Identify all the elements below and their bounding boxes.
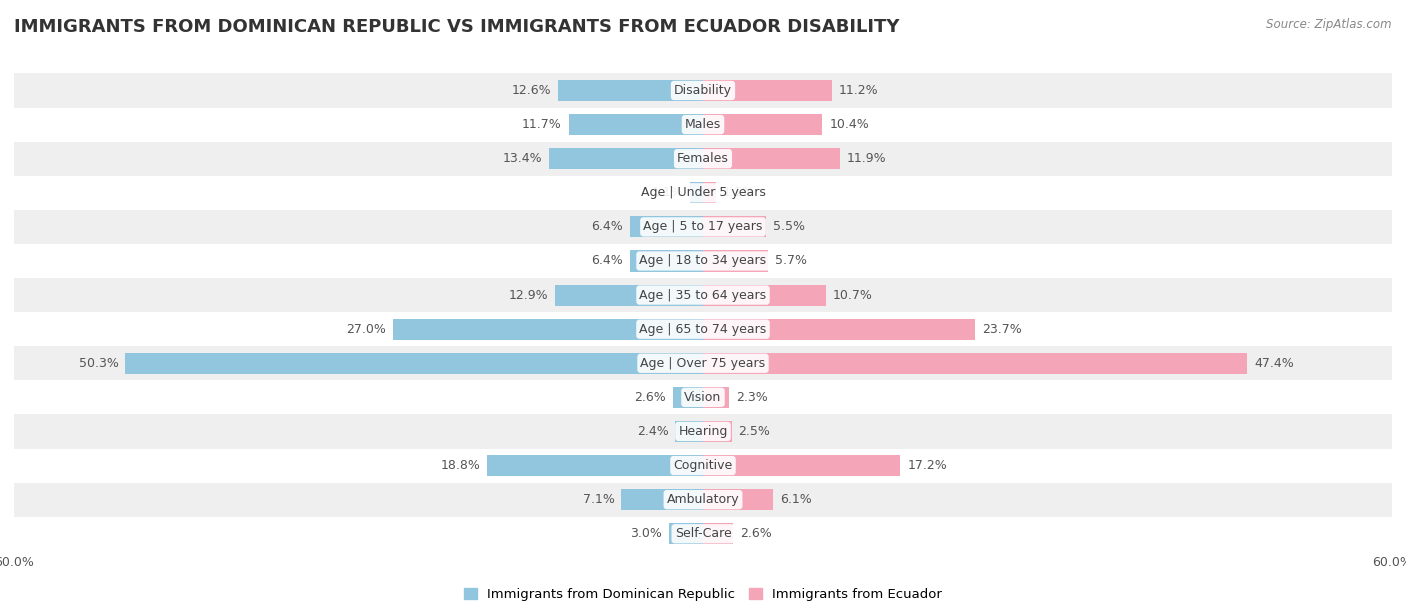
Bar [703,182,716,203]
Text: 18.8%: 18.8% [440,459,481,472]
Text: Self-Care: Self-Care [675,528,731,540]
Text: 13.4%: 13.4% [502,152,543,165]
Bar [568,114,703,135]
Text: 47.4%: 47.4% [1254,357,1294,370]
Bar [555,285,703,305]
Bar [558,80,703,101]
Text: 50.3%: 50.3% [79,357,118,370]
Bar [14,312,1392,346]
Text: Age | Over 75 years: Age | Over 75 years [641,357,765,370]
Text: 2.4%: 2.4% [637,425,669,438]
Text: 6.4%: 6.4% [591,220,623,233]
Bar [630,250,703,272]
Bar [703,319,976,340]
Bar [550,148,703,170]
Text: IMMIGRANTS FROM DOMINICAN REPUBLIC VS IMMIGRANTS FROM ECUADOR DISABILITY: IMMIGRANTS FROM DOMINICAN REPUBLIC VS IM… [14,18,900,36]
Bar [14,210,1392,244]
Text: 7.1%: 7.1% [582,493,614,506]
Bar [673,387,703,408]
Text: Age | 18 to 34 years: Age | 18 to 34 years [640,255,766,267]
Text: 11.9%: 11.9% [846,152,886,165]
Bar [14,141,1392,176]
Text: 10.7%: 10.7% [832,289,873,302]
Text: 11.2%: 11.2% [838,84,879,97]
Text: 17.2%: 17.2% [907,459,948,472]
Bar [703,489,773,510]
Text: Age | 35 to 64 years: Age | 35 to 64 years [640,289,766,302]
Bar [703,523,733,544]
Bar [703,114,823,135]
Bar [14,346,1392,380]
Text: 12.6%: 12.6% [512,84,551,97]
Text: Females: Females [678,152,728,165]
Text: Cognitive: Cognitive [673,459,733,472]
Text: 27.0%: 27.0% [346,323,387,335]
Text: Males: Males [685,118,721,131]
Bar [14,278,1392,312]
Text: 5.7%: 5.7% [775,255,807,267]
Bar [14,380,1392,414]
Bar [690,182,703,203]
Text: 2.6%: 2.6% [740,528,772,540]
Text: Age | Under 5 years: Age | Under 5 years [641,186,765,200]
Text: 10.4%: 10.4% [830,118,869,131]
Text: Ambulatory: Ambulatory [666,493,740,506]
Bar [703,148,839,170]
Text: 1.1%: 1.1% [723,186,754,200]
Bar [675,421,703,442]
Legend: Immigrants from Dominican Republic, Immigrants from Ecuador: Immigrants from Dominican Republic, Immi… [458,583,948,606]
Bar [14,244,1392,278]
Bar [703,216,766,237]
Bar [621,489,703,510]
Bar [14,483,1392,517]
Bar [14,414,1392,449]
Bar [703,421,731,442]
Text: Source: ZipAtlas.com: Source: ZipAtlas.com [1267,18,1392,31]
Bar [669,523,703,544]
Bar [703,455,900,476]
Bar [14,517,1392,551]
Text: 2.6%: 2.6% [634,391,666,404]
Bar [392,319,703,340]
Text: 2.3%: 2.3% [737,391,768,404]
Text: 3.0%: 3.0% [630,528,662,540]
Bar [14,108,1392,141]
Text: 6.1%: 6.1% [780,493,811,506]
Text: 5.5%: 5.5% [773,220,806,233]
Bar [703,80,831,101]
Bar [703,353,1247,374]
Bar [703,250,769,272]
Bar [14,73,1392,108]
Text: Disability: Disability [673,84,733,97]
Text: Age | 65 to 74 years: Age | 65 to 74 years [640,323,766,335]
Text: 2.5%: 2.5% [738,425,770,438]
Text: 6.4%: 6.4% [591,255,623,267]
Text: Age | 5 to 17 years: Age | 5 to 17 years [644,220,762,233]
Text: 23.7%: 23.7% [981,323,1022,335]
Bar [125,353,703,374]
Bar [14,449,1392,483]
Bar [486,455,703,476]
Bar [14,176,1392,210]
Text: 1.1%: 1.1% [652,186,683,200]
Bar [630,216,703,237]
Text: 11.7%: 11.7% [522,118,562,131]
Text: 12.9%: 12.9% [509,289,548,302]
Text: Hearing: Hearing [678,425,728,438]
Bar [703,387,730,408]
Bar [703,285,825,305]
Text: Vision: Vision [685,391,721,404]
